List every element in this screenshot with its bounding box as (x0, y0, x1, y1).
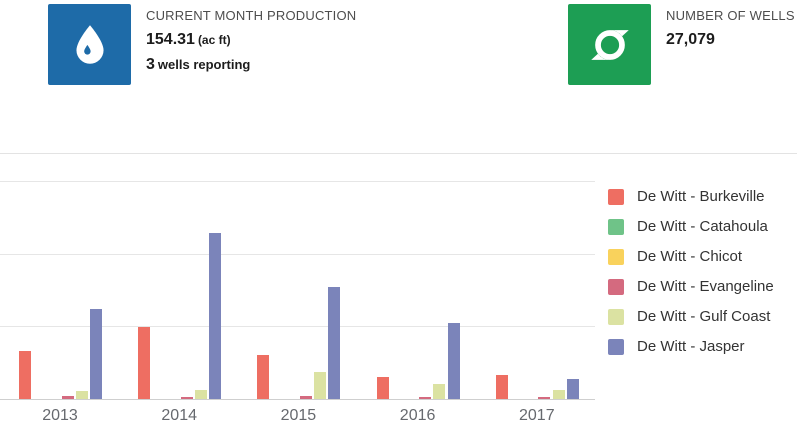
bar-2015-de-witt-burkeville[interactable] (257, 355, 270, 399)
bar-2014-de-witt-jasper[interactable] (209, 233, 222, 399)
bar-2017-de-witt-burkeville[interactable] (495, 375, 508, 399)
production-stat-card: CURRENT MONTH PRODUCTION 154.31 (ac ft) 3… (48, 4, 356, 85)
bar-2017-de-witt-gulf-coast[interactable] (552, 390, 565, 399)
legend-item-de-witt-burkeville[interactable]: De Witt - Burkeville (608, 188, 774, 205)
bar-2013-de-witt-burkeville[interactable] (19, 351, 31, 399)
bar-2015-de-witt-gulf-coast[interactable] (314, 372, 327, 399)
bar-2013-de-witt-gulf-coast[interactable] (75, 391, 88, 399)
bar-2014-de-witt-evangeline[interactable] (180, 397, 193, 399)
legend-swatch (608, 218, 624, 235)
wells-count-value: 27,079 (666, 31, 715, 48)
bar-2014-de-witt-gulf-coast[interactable] (195, 390, 207, 399)
legend-item-de-witt-jasper[interactable]: De Witt - Jasper (608, 338, 774, 355)
production-bar-chart: 2013 2014 2015 2016 2017 (0, 163, 595, 425)
wells-stat-card: NUMBER OF WELLS 27,079 (568, 4, 795, 85)
legend-swatch (608, 308, 624, 325)
bar-2016-de-witt-burkeville[interactable] (376, 377, 389, 399)
production-unit: (ac ft) (197, 33, 231, 47)
wells-reporting-label: wells reporting (157, 57, 251, 72)
bar-2016-de-witt-evangeline[interactable] (419, 397, 432, 399)
legend-item-de-witt-chicot[interactable]: De Witt - Chicot (608, 248, 774, 265)
legend-swatch (608, 248, 624, 265)
bar-2016-de-witt-gulf-coast[interactable] (433, 384, 446, 399)
gridline (0, 181, 595, 182)
storm-icon (590, 29, 629, 60)
gridline (0, 254, 595, 255)
wells-card-title: NUMBER OF WELLS (666, 8, 795, 23)
bar-2016-de-witt-jasper[interactable] (447, 323, 460, 399)
x-axis-label-2017: 2017 (519, 407, 555, 424)
legend-label: De Witt - Catahoula (637, 218, 768, 235)
plot-area (0, 163, 595, 400)
bar-2014-de-witt-burkeville[interactable] (138, 327, 151, 399)
x-axis-labels: 2013 2014 2015 2016 2017 (0, 407, 595, 425)
legend-label: De Witt - Gulf Coast (637, 308, 771, 325)
legend-label: De Witt - Chicot (637, 248, 743, 265)
production-card-title: CURRENT MONTH PRODUCTION (146, 8, 357, 23)
legend-label: De Witt - Burkeville (637, 188, 765, 205)
bar-2015-de-witt-evangeline[interactable] (300, 396, 312, 399)
bar-2015-de-witt-jasper[interactable] (328, 287, 341, 399)
x-axis-label-2014: 2014 (161, 407, 197, 424)
legend-swatch (608, 338, 624, 355)
gridline (0, 326, 595, 327)
wells-reporting-count: 3 (146, 56, 155, 73)
bar-2017-de-witt-evangeline[interactable] (538, 397, 551, 399)
x-axis-label-2013: 2013 (42, 407, 78, 424)
production-icon-box (48, 4, 131, 85)
wells-icon-box (568, 4, 651, 85)
water-drop-icon (75, 24, 104, 64)
section-divider (0, 153, 797, 154)
legend-item-de-witt-catahoula[interactable]: De Witt - Catahoula (608, 218, 774, 235)
bar-2013-de-witt-jasper[interactable] (90, 309, 102, 399)
chart-legend: De Witt - Burkeville De Witt - Catahoula D… (608, 188, 774, 368)
legend-swatch (608, 188, 624, 205)
legend-swatch (608, 278, 624, 295)
bar-2017-de-witt-jasper[interactable] (566, 379, 579, 399)
production-value: 154.31 (146, 31, 195, 48)
legend-item-de-witt-gulf-coast[interactable]: De Witt - Gulf Coast (608, 308, 774, 325)
legend-item-de-witt-evangeline[interactable]: De Witt - Evangeline (608, 278, 774, 295)
x-axis-label-2015: 2015 (280, 407, 317, 424)
legend-label: De Witt - Jasper (637, 338, 745, 355)
legend-label: De Witt - Evangeline (637, 278, 774, 295)
bar-2013-de-witt-evangeline[interactable] (61, 396, 74, 399)
x-axis-label-2016: 2016 (399, 407, 436, 424)
